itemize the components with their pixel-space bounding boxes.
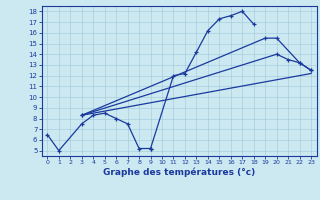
- X-axis label: Graphe des températures (°c): Graphe des températures (°c): [103, 168, 255, 177]
